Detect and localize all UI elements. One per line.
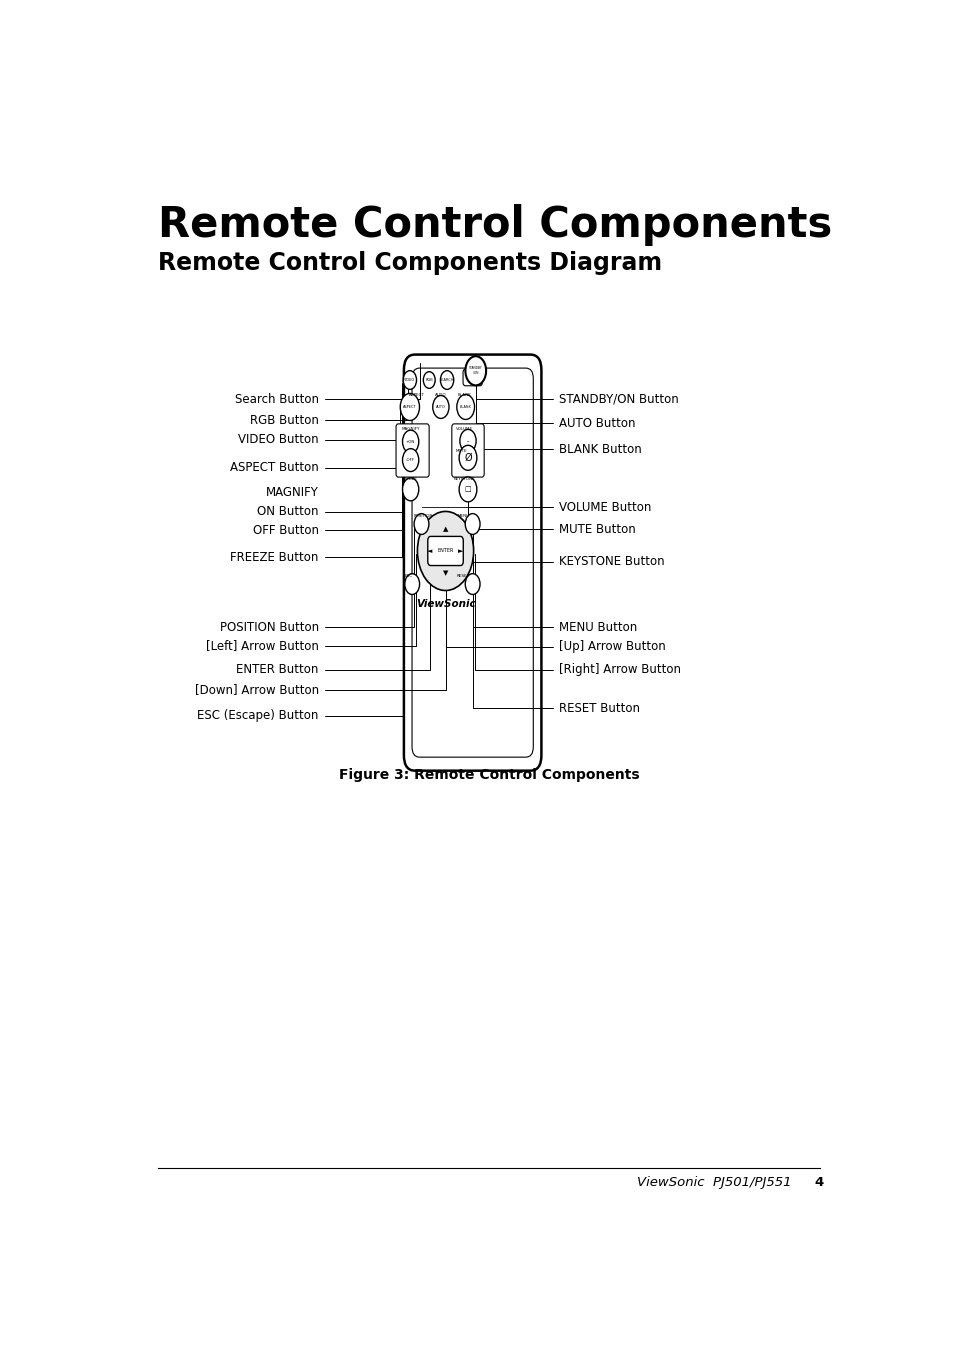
Text: STANDBY: STANDBY [469,366,482,370]
Text: VIDEO Button: VIDEO Button [238,434,318,446]
Circle shape [402,449,418,471]
Circle shape [440,370,454,389]
FancyBboxPatch shape [395,424,429,477]
Circle shape [414,513,429,535]
Text: AUTO: AUTO [436,405,445,409]
Circle shape [404,574,419,594]
Text: RGB: RGB [425,378,433,382]
Text: MUTE Button: MUTE Button [558,523,636,536]
Text: VOLUME Button: VOLUME Button [558,501,651,513]
Text: □: □ [464,486,471,492]
Text: ASPECT: ASPECT [409,393,425,397]
Text: ▼: ▼ [442,570,448,576]
Text: [Up] Arrow Button: [Up] Arrow Button [558,640,665,654]
Text: ViewSonic  PJ501/PJ551: ViewSonic PJ501/PJ551 [637,1177,790,1189]
Circle shape [433,396,449,419]
Text: ASPECT Button: ASPECT Button [230,462,318,474]
Text: Figure 3: Remote Control Components: Figure 3: Remote Control Components [338,767,639,782]
Text: ASPECT: ASPECT [402,405,416,409]
Text: Remote Control Components Diagram: Remote Control Components Diagram [157,250,661,274]
FancyBboxPatch shape [452,424,484,477]
Text: BLANK: BLANK [459,405,471,409]
Circle shape [400,393,419,420]
Text: ViewSonic: ViewSonic [416,598,475,609]
Text: Ø: Ø [464,453,472,463]
Text: STANDBY/ON Button: STANDBY/ON Button [558,393,679,405]
Text: ▲: ▲ [442,527,448,532]
Circle shape [402,430,418,453]
Circle shape [458,446,476,470]
Text: Search Button: Search Button [234,393,318,405]
Text: BLANK: BLANK [457,393,471,397]
Circle shape [423,372,435,388]
Text: -: - [466,438,469,444]
Text: MAGNIFY: MAGNIFY [402,427,420,431]
Text: SEARCH: SEARCH [439,378,454,382]
Text: BLANK Button: BLANK Button [558,443,641,455]
FancyBboxPatch shape [462,369,482,386]
Text: MAGNIFY: MAGNIFY [266,486,318,500]
Text: RESET Button: RESET Button [558,701,639,715]
Circle shape [458,477,476,501]
Text: [Right] Arrow Button: [Right] Arrow Button [558,663,680,677]
Text: ◄: ◄ [427,549,433,554]
Text: [Left] Arrow Button: [Left] Arrow Button [206,639,318,653]
Text: MENU: MENU [457,513,470,517]
Circle shape [403,370,416,389]
Text: POSITION: POSITION [414,513,433,517]
Text: RGB Button: RGB Button [250,413,318,427]
Text: VIDEO: VIDEO [404,378,415,382]
Text: +ON: +ON [406,439,415,443]
Text: ►: ► [457,549,463,554]
FancyBboxPatch shape [427,536,463,566]
Text: MENU Button: MENU Button [558,620,637,634]
Text: KEYSTONE Button: KEYSTONE Button [558,555,664,567]
Text: AUTO: AUTO [435,393,447,397]
Circle shape [459,430,476,453]
Text: ON Button: ON Button [257,505,318,519]
Circle shape [465,574,479,594]
Text: /ON: /ON [473,372,478,376]
Circle shape [465,513,479,535]
Text: 4: 4 [813,1177,822,1189]
Text: ESC (Escape) Button: ESC (Escape) Button [197,709,318,721]
Circle shape [465,357,486,385]
Text: AUTO Button: AUTO Button [558,416,635,430]
FancyBboxPatch shape [403,354,541,770]
Text: OFF Button: OFF Button [253,524,318,536]
Text: FREEZE: FREEZE [402,477,417,481]
Text: Remote Control Components: Remote Control Components [157,204,831,246]
Text: [Down] Arrow Button: [Down] Arrow Button [194,684,318,696]
Text: ESC: ESC [404,574,412,578]
Text: VOLUME: VOLUME [456,427,473,431]
Text: -OFF: -OFF [406,458,415,462]
Circle shape [417,512,473,590]
Text: POSITION Button: POSITION Button [219,620,318,634]
Text: ENTER Button: ENTER Button [236,663,318,677]
Circle shape [402,478,418,501]
Circle shape [456,394,474,419]
Text: FREEZE Button: FREEZE Button [231,551,318,563]
Text: RESET: RESET [456,574,469,578]
Text: KEYSTONE: KEYSTONE [454,477,476,481]
Text: ENTER: ENTER [436,549,454,554]
Text: MUTE: MUTE [456,449,467,453]
